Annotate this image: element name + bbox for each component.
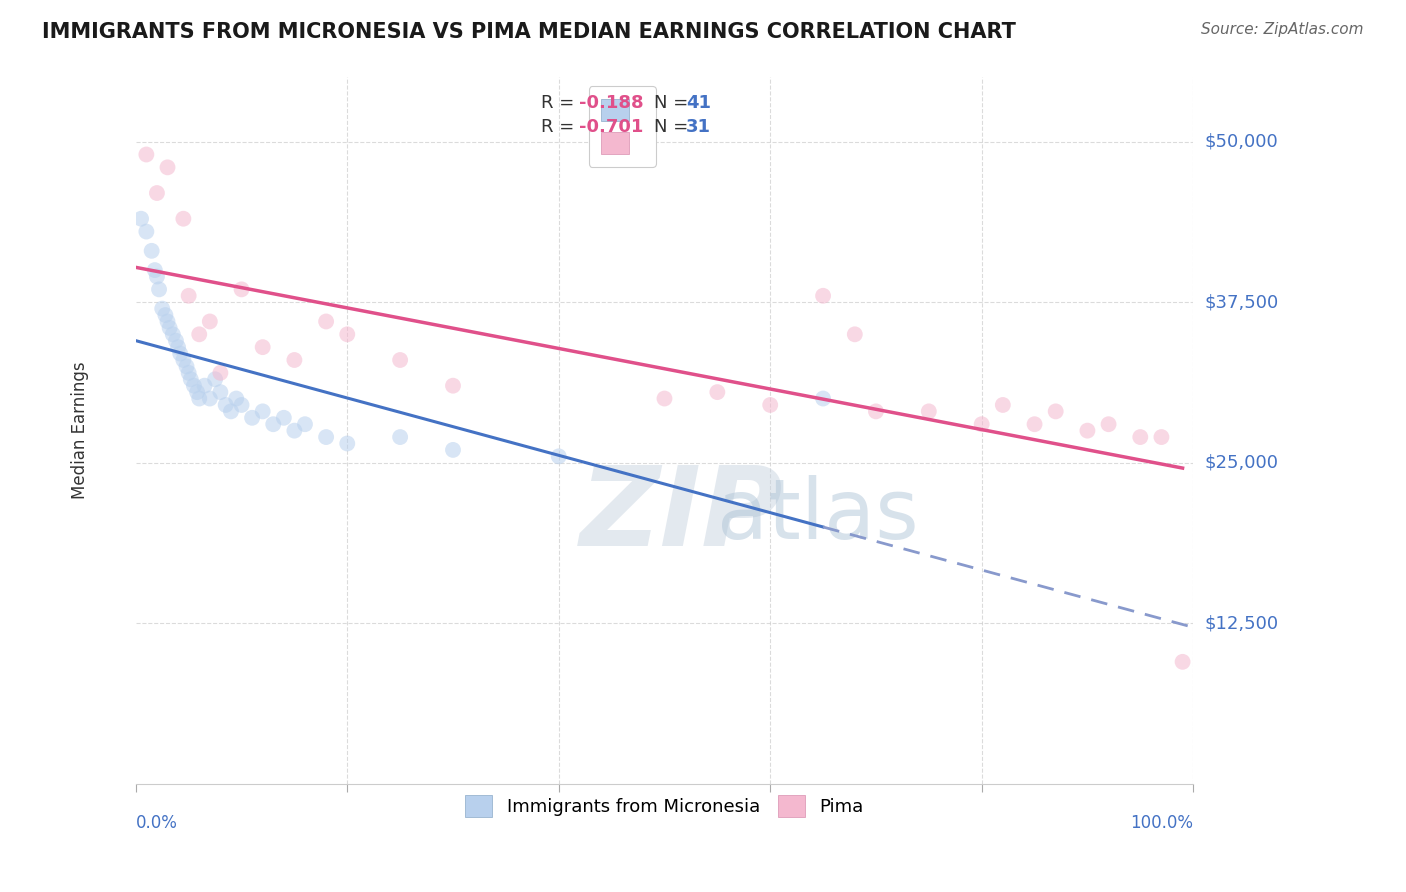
Point	[1097, 417, 1119, 432]
Point	[141, 244, 163, 258]
Point	[204, 372, 226, 386]
Text: $25,000: $25,000	[1205, 454, 1278, 472]
Point	[273, 410, 295, 425]
Point	[129, 211, 152, 226]
Point	[209, 366, 232, 380]
Point	[1045, 404, 1067, 418]
Text: N =: N =	[654, 118, 693, 136]
Text: Median Earnings: Median Earnings	[72, 362, 89, 500]
Text: atlas: atlas	[717, 475, 920, 556]
Text: N =: N =	[654, 94, 693, 112]
Point	[1076, 424, 1098, 438]
Point	[188, 327, 211, 342]
Point	[315, 430, 337, 444]
Text: ZIP: ZIP	[579, 462, 783, 569]
Point	[198, 392, 221, 406]
Text: 41: 41	[686, 94, 711, 112]
Text: IMMIGRANTS FROM MICRONESIA VS PIMA MEDIAN EARNINGS CORRELATION CHART: IMMIGRANTS FROM MICRONESIA VS PIMA MEDIA…	[42, 22, 1017, 42]
Text: $50,000: $50,000	[1205, 133, 1278, 151]
Text: $12,500: $12,500	[1205, 615, 1278, 632]
Point	[706, 385, 728, 400]
Point	[172, 211, 194, 226]
Point	[176, 359, 198, 374]
Point	[169, 346, 191, 360]
Point	[970, 417, 993, 432]
Point	[231, 282, 253, 296]
Point	[177, 366, 200, 380]
Point	[441, 378, 464, 392]
Point	[177, 289, 200, 303]
Text: Source: ZipAtlas.com: Source: ZipAtlas.com	[1201, 22, 1364, 37]
Point	[183, 378, 205, 392]
Point	[180, 372, 202, 386]
Point	[283, 424, 305, 438]
Point	[389, 353, 412, 368]
Point	[547, 450, 569, 464]
Point	[1150, 430, 1173, 444]
Point	[219, 404, 242, 418]
Point	[654, 392, 676, 406]
Point	[294, 417, 316, 432]
Text: 0.0%: 0.0%	[136, 814, 177, 832]
Point	[159, 321, 181, 335]
Point	[262, 417, 284, 432]
Point	[1171, 655, 1194, 669]
Point	[167, 340, 190, 354]
Point	[156, 161, 179, 175]
Point	[209, 385, 232, 400]
Point	[225, 392, 247, 406]
Point	[193, 378, 215, 392]
Point	[1024, 417, 1046, 432]
Point	[336, 327, 359, 342]
Point	[172, 353, 194, 368]
Point	[135, 225, 157, 239]
Point	[336, 436, 359, 450]
Point	[162, 327, 184, 342]
Point	[252, 340, 274, 354]
Text: R =: R =	[541, 118, 581, 136]
Text: -0.188: -0.188	[579, 94, 644, 112]
Point	[918, 404, 941, 418]
Point	[198, 314, 221, 328]
Point	[865, 404, 887, 418]
Point	[156, 314, 179, 328]
Text: -0.701: -0.701	[579, 118, 644, 136]
Point	[315, 314, 337, 328]
Point	[991, 398, 1014, 412]
Text: 31: 31	[686, 118, 711, 136]
Point	[215, 398, 238, 412]
Point	[188, 392, 211, 406]
Point	[252, 404, 274, 418]
Point	[759, 398, 782, 412]
Point	[283, 353, 305, 368]
Point	[150, 301, 173, 316]
Point	[231, 398, 253, 412]
Point	[844, 327, 866, 342]
Point	[186, 385, 208, 400]
Text: 100.0%: 100.0%	[1130, 814, 1194, 832]
Text: $37,500: $37,500	[1205, 293, 1278, 311]
Point	[240, 410, 263, 425]
Point	[165, 334, 187, 348]
Point	[811, 289, 834, 303]
Point	[389, 430, 412, 444]
Point	[155, 308, 177, 322]
Point	[148, 282, 170, 296]
Point	[441, 442, 464, 457]
Point	[146, 186, 169, 200]
Text: R =: R =	[541, 94, 581, 112]
Point	[1129, 430, 1152, 444]
Point	[143, 263, 166, 277]
Point	[146, 269, 169, 284]
Point	[811, 392, 834, 406]
Legend: Immigrants from Micronesia, Pima: Immigrants from Micronesia, Pima	[458, 788, 870, 824]
Point	[135, 147, 157, 161]
